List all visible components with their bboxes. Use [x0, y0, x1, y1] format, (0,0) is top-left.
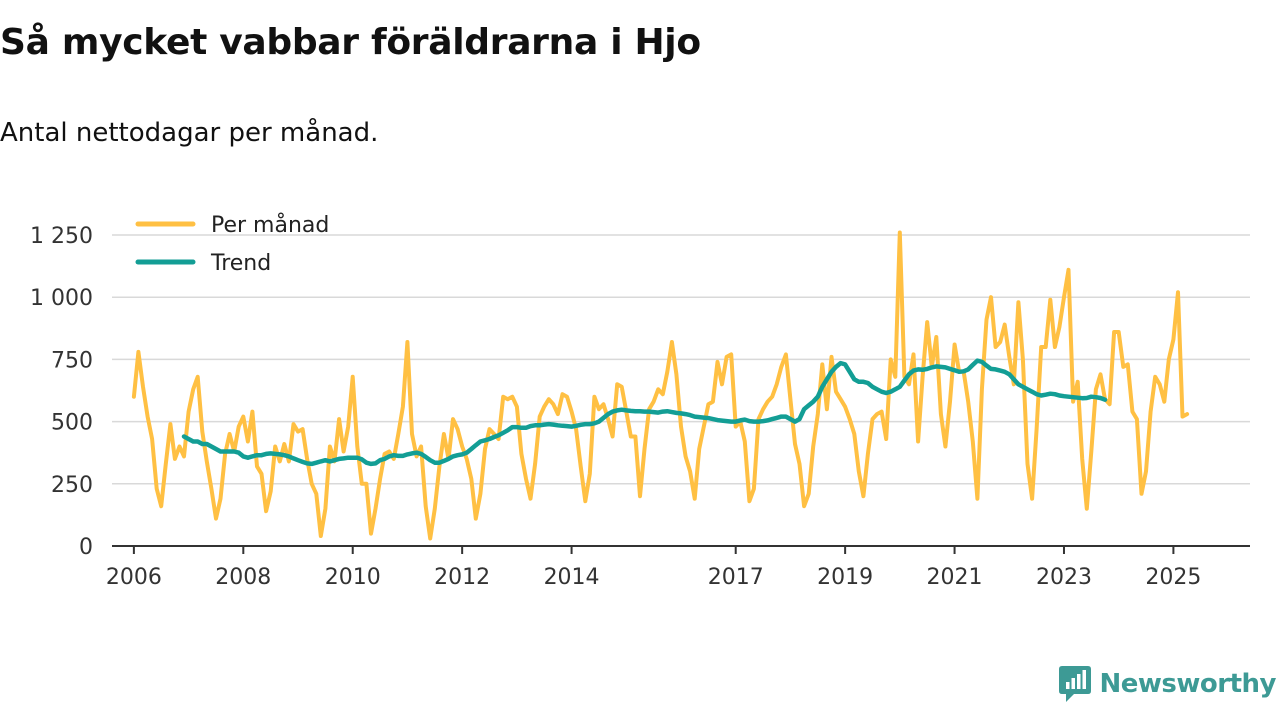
x-tick-label: 2012	[434, 565, 490, 590]
series-group	[131, 230, 1190, 541]
brand-name: Newsworthy	[1099, 669, 1277, 699]
chart-title: Så mycket vabbar föräldrarna i Hjo	[0, 22, 701, 63]
y-tick-label: 1 000	[30, 286, 93, 311]
x-tick-label: 2021	[927, 565, 983, 590]
y-tick-label: 500	[51, 411, 93, 436]
chart-subtitle: Antal nettodagar per månad.	[0, 118, 379, 148]
x-tick-label: 2023	[1036, 565, 1092, 590]
series-line-trend	[181, 358, 1108, 467]
brand: Newsworthy	[1058, 664, 1277, 704]
y-tick-label: 0	[79, 535, 93, 560]
legend-label-trend: Trend	[210, 251, 271, 276]
y-tick-label: 250	[51, 473, 93, 498]
y-tick-label: 1 250	[30, 224, 93, 249]
x-tick-label: 2014	[544, 565, 600, 590]
y-tick-label: 750	[51, 348, 93, 373]
x-tick-label: 2008	[215, 565, 271, 590]
x-tick-label: 2010	[325, 565, 381, 590]
x-tick-label: 2017	[708, 565, 764, 590]
y-axis: 0 250 500 750 1 000 1 250	[30, 224, 93, 560]
x-tick-label: 2025	[1145, 565, 1201, 590]
x-tick-label: 2006	[106, 565, 162, 590]
newsworthy-logo-icon	[1058, 666, 1091, 702]
x-axis: 2006 2008 2010 2012 2014 2017 2019 2021 2023 2025	[106, 545, 1250, 590]
series-line-per-manad	[131, 230, 1190, 541]
legend-label-per-manad: Per månad	[211, 212, 329, 238]
x-tick-label: 2019	[817, 565, 873, 590]
grid-lines	[112, 234, 1250, 485]
legend: Per månad Trend	[135, 212, 329, 276]
